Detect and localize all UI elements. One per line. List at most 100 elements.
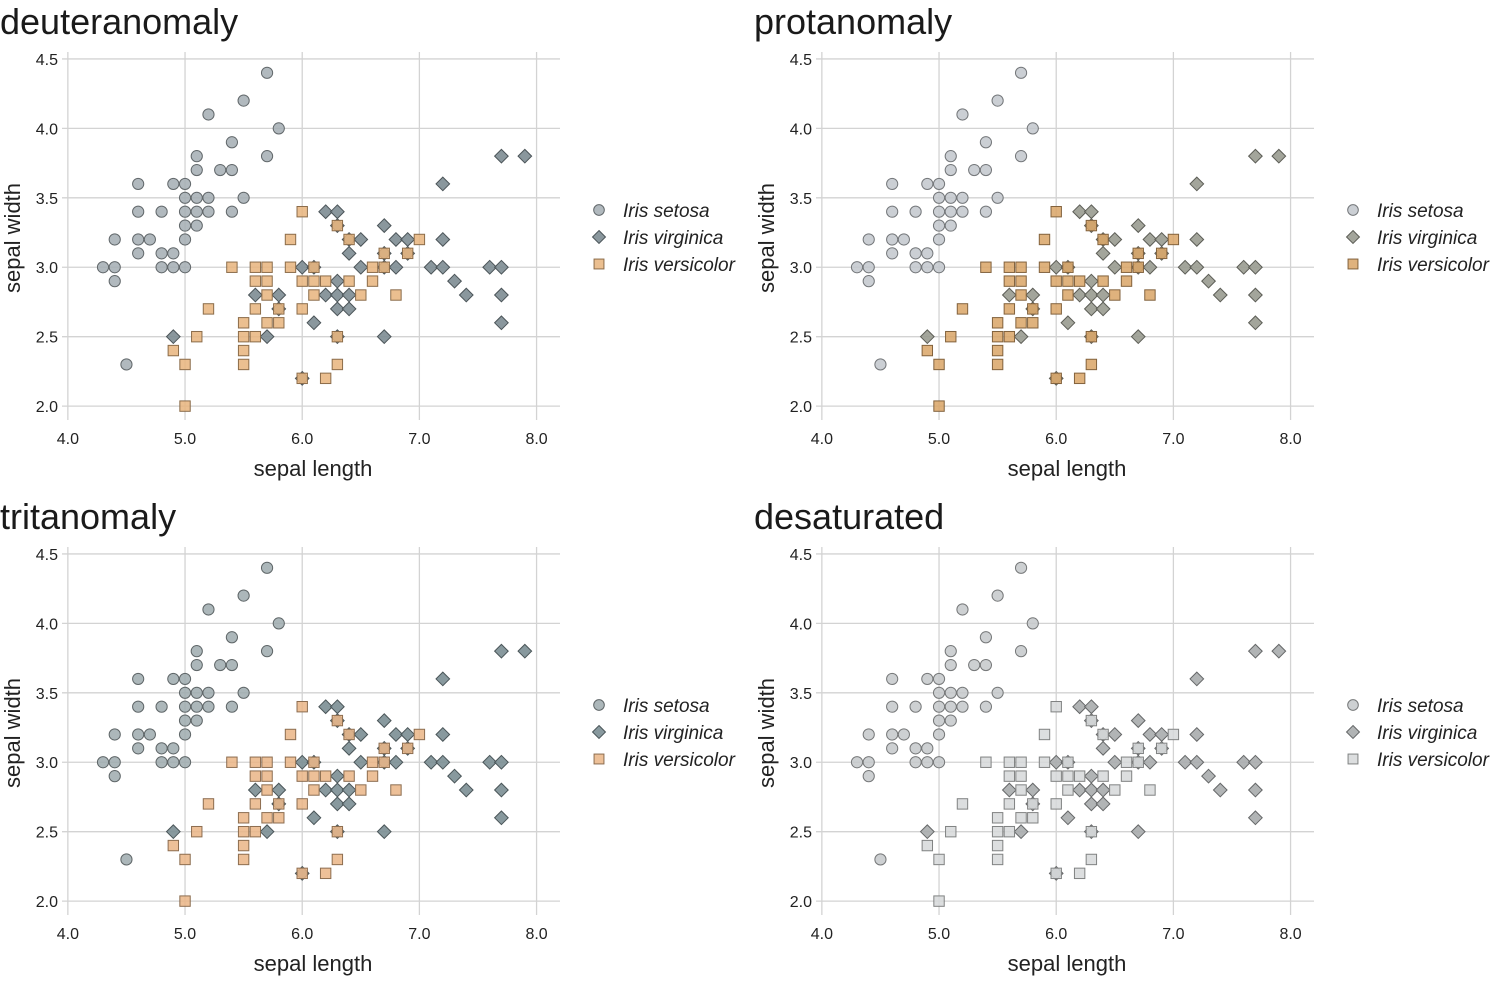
data-point-versicolor [296,770,308,782]
data-point-versicolor [1167,233,1180,246]
y-tick-label: 2.5 [790,330,812,347]
data-point-versicolor [1015,756,1027,768]
data-point-setosa [956,191,969,204]
data-point-versicolor [1027,812,1039,824]
data-point-versicolor [1085,330,1098,343]
data-point-versicolor [1062,261,1074,273]
y-axis-label: sepal width [754,183,779,293]
data-point-versicolor [366,261,379,273]
data-point-setosa [979,700,993,713]
data-point-versicolor [237,317,250,329]
data-point-versicolor [1120,261,1133,273]
data-point-setosa [932,219,946,232]
data-point-versicolor [366,275,379,287]
data-point-setosa [932,714,946,727]
panel-protanomaly: protanomaly 4.0 5.0 6.0 7.0 8.0 2.0 2.5 3.0 3.5 4.… [754,0,1508,500]
data-point-versicolor [319,275,332,287]
data-point-versicolor [1097,728,1109,741]
data-point-setosa [886,177,899,191]
legend-marker-virginica [591,724,607,740]
data-point-versicolor [284,756,297,768]
data-point-setosa [956,700,969,713]
y-tick-label: 4.0 [790,616,812,633]
data-point-virginica [318,782,334,798]
data-point-setosa [225,163,239,177]
data-point-virginica [1201,768,1217,784]
data-point-setosa [132,247,145,260]
data-point-setosa [167,247,180,260]
data-point-versicolor [1062,289,1074,301]
data-point-virginica [423,754,439,770]
data-point-setosa [190,686,203,699]
data-point-setosa [190,700,203,713]
data-point-versicolor [1015,770,1027,782]
chart-desaturated: desaturated 4.0 5.0 6.0 7.0 8.0 2.0 2.5 3.0 3.5 4.… [754,496,1490,976]
data-point-setosa [1026,122,1039,135]
legend-marker-versicolor [1347,753,1359,765]
data-point-setosa [132,742,145,755]
data-point-virginica [919,824,935,840]
data-point-setosa [944,658,957,672]
data-point-versicolor [343,233,355,246]
data-point-setosa [214,658,227,672]
y-tick-label: 4.5 [36,52,58,69]
x-tick-label: 5.0 [928,431,950,448]
data-point-versicolor [1003,330,1016,343]
data-point-versicolor [1027,317,1039,329]
data-point-setosa [190,163,203,177]
data-point-versicolor [980,261,992,273]
data-point-virginica [1072,204,1088,220]
data-point-setosa [225,205,239,218]
data-point-virginica [329,287,345,303]
data-point-setosa [178,177,192,191]
data-point-virginica [318,699,334,715]
data-point-setosa [260,561,274,574]
data-point-versicolor [1085,358,1098,371]
data-point-setosa [956,603,969,616]
legend-label-setosa: Iris setosa [1377,696,1464,717]
data-point-setosa [155,756,168,769]
data-point-virginica [1083,273,1099,289]
legend-label-versicolor: Iris versicolor [623,255,736,276]
data-point-virginica [341,782,357,798]
data-point-virginica [1130,824,1146,840]
data-point-virginica [1072,699,1088,715]
data-point-setosa [932,233,946,246]
data-point-versicolor [296,700,308,713]
y-tick-label: 3.5 [790,686,812,703]
legend-marker-virginica [1345,724,1361,740]
y-tick-label: 3.0 [790,260,812,277]
data-point-setosa [862,770,875,783]
data-point-versicolor [1050,700,1062,713]
y-tick-label: 3.0 [36,260,58,277]
data-point-setosa [190,714,203,727]
data-point-virginica [1177,259,1193,275]
data-point-setosa [96,261,110,274]
chart-tritanomaly: tritanomaly 4.0 5.0 6.0 7.0 8.0 2.0 2.5 3.0 3.5 4.… [0,496,736,976]
data-point-versicolor [237,839,250,852]
x-tick-label: 7.0 [1162,926,1184,943]
data-point-setosa [202,700,215,713]
data-point-versicolor [1003,756,1016,768]
data-point-setosa [178,686,192,699]
data-point-setosa [932,728,946,741]
data-point-virginica [1130,218,1146,234]
data-point-virginica [294,259,310,275]
data-point-versicolor [249,261,262,273]
data-point-virginica [1013,329,1029,345]
data-point-virginica [1142,231,1158,247]
x-tick-label: 4.0 [57,431,79,448]
data-point-virginica [1271,643,1287,659]
data-point-versicolor [1073,770,1086,782]
data-point-versicolor [1003,261,1016,273]
data-point-versicolor [1015,289,1027,301]
data-point-virginica [482,259,498,275]
data-point-setosa [944,645,957,658]
data-point-setosa [178,191,192,204]
data-point-virginica [1095,782,1111,798]
data-point-setosa [143,728,156,741]
y-tick-label: 4.0 [36,121,58,138]
data-point-setosa [932,672,946,686]
legend-label-virginica: Iris virginica [1377,723,1477,744]
data-point-virginica [318,287,334,303]
